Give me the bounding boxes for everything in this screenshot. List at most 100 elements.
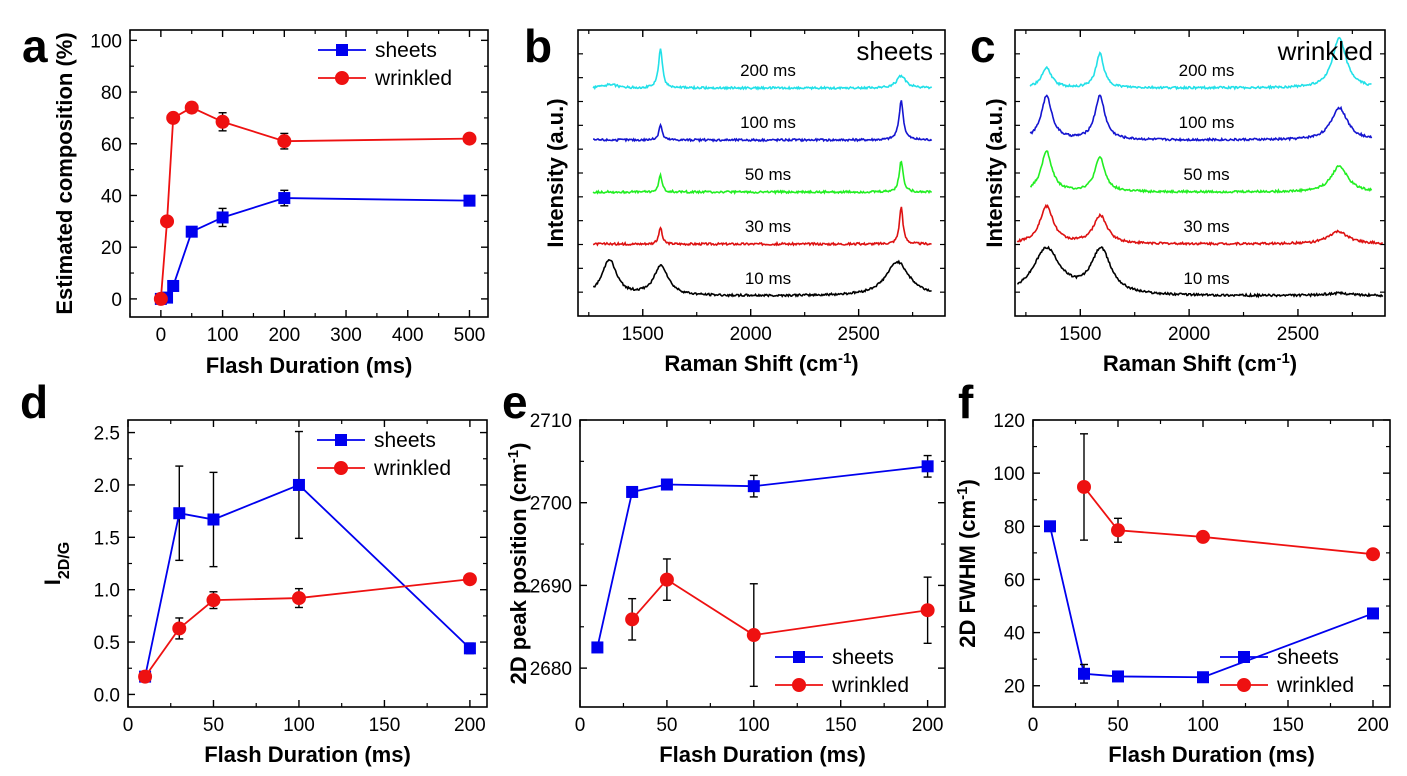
data-point-sheets <box>167 279 180 292</box>
series-line-sheets <box>596 465 928 648</box>
x-tick-label: 300 <box>330 325 362 346</box>
data-point-sheets <box>185 225 198 238</box>
spectrum-100-ms <box>1029 94 1373 143</box>
y-axis-label: Intensity (a.u.) <box>543 98 568 247</box>
x-tick-label: 0 <box>1028 715 1039 736</box>
data-point-sheets <box>173 507 186 520</box>
spectrum-label: 100 ms <box>1179 113 1235 132</box>
panel-corner-label: sheets <box>856 36 933 66</box>
y-tick-label: 2700 <box>530 494 572 515</box>
x-tick-label: 0 <box>156 325 167 346</box>
x-tick-label: 150 <box>369 715 401 736</box>
panel-letter: c <box>970 20 996 72</box>
data-point-wrinkled <box>1111 523 1125 538</box>
y-tick-label: 1.5 <box>94 528 120 549</box>
data-point-wrinkled <box>160 214 175 229</box>
panel-c: 1500 2000 2500 200 ms 100 ms 50 ms 30 ms 10 ms w… <box>970 20 1386 377</box>
panel-b: 1500 2000 2500 200 ms 100 ms 50 ms 30 ms 10 ms s… <box>524 20 946 377</box>
x-tick-label: 50 <box>203 715 224 736</box>
data-point-wrinkled <box>462 572 477 587</box>
spectrum-100-ms <box>593 100 933 143</box>
data-point-wrinkled <box>1077 479 1091 494</box>
y-tick-label: 40 <box>1004 624 1025 645</box>
y-tick-label: 0.0 <box>94 685 120 706</box>
data-point-wrinkled <box>138 669 153 684</box>
y-axis-label: Intensity (a.u.) <box>982 98 1007 247</box>
legend-label-wrinkled: wrinkled <box>831 674 909 697</box>
series-line-wrinkled <box>144 578 471 678</box>
spectrum-30-ms <box>592 206 932 247</box>
x-tick-label: 50 <box>1107 715 1128 736</box>
legend-label-wrinkled: wrinkled <box>374 67 452 90</box>
x-tick-label: 100 <box>738 715 770 736</box>
series-line-sheets <box>144 483 471 677</box>
spectrum-200-ms <box>592 48 933 91</box>
x-axis-label: Raman Shift (cm-1) <box>1103 350 1297 377</box>
x-tick-label: 1500 <box>622 324 664 345</box>
y-tick-label: 2680 <box>530 659 572 680</box>
panel-letter: b <box>524 20 552 72</box>
panel-f: 0 50 100 150 200 20 40 60 80 100 120 sheets wrinkled… <box>954 376 1391 767</box>
x-tick-label: 2000 <box>1168 324 1210 345</box>
panel-d: 0 50 100 150 200 0.0 0.5 1.0 1.5 2.0 2.5 sheets wrin… <box>20 376 488 767</box>
panel-letter: e <box>502 376 528 428</box>
legend-label-sheets: sheets <box>1277 646 1339 669</box>
x-tick-label: 500 <box>454 325 486 346</box>
x-axis-label: Flash Duration (ms) <box>204 742 411 767</box>
legend-marker-sheets <box>335 434 347 446</box>
data-point-sheets <box>660 478 673 491</box>
y-axis-label: 2D peak position (cm-1) <box>505 443 532 685</box>
y-tick-label: 100 <box>993 464 1025 485</box>
data-point-sheets <box>1044 520 1056 533</box>
data-point-sheets <box>278 192 291 205</box>
spectrum-label: 50 ms <box>745 165 791 184</box>
legend-marker-wrinkled <box>792 678 806 692</box>
data-point-sheets <box>747 480 760 493</box>
spectrum-label: 50 ms <box>1183 165 1229 184</box>
data-point-wrinkled <box>659 572 674 587</box>
legend-label-wrinkled: wrinkled <box>1276 674 1354 697</box>
x-axis-label: Raman Shift (cm-1) <box>664 350 858 377</box>
x-axis-label: Flash Duration (ms) <box>659 742 866 767</box>
panel-corner-label: wrinkled <box>1277 36 1373 66</box>
data-point-wrinkled <box>1366 547 1380 562</box>
legend-marker-sheets <box>793 651 805 663</box>
spectrum-30-ms <box>1016 203 1383 247</box>
data-point-wrinkled <box>1196 529 1210 544</box>
x-tick-label: 50 <box>656 715 677 736</box>
y-tick-label: 20 <box>1004 677 1025 698</box>
data-point-sheets <box>463 642 476 655</box>
y-tick-label: 0 <box>111 290 122 311</box>
plot-frame <box>579 419 946 708</box>
legend-marker-wrinkled <box>334 461 348 475</box>
spectrum-label: 10 ms <box>745 269 791 288</box>
data-point-wrinkled <box>166 110 181 125</box>
x-tick-label: 2500 <box>838 324 880 345</box>
y-axis-label: Estimated composition (%) <box>52 32 77 314</box>
data-point-wrinkled <box>215 114 230 129</box>
data-point-sheets <box>1197 671 1209 684</box>
data-point-sheets <box>626 485 639 498</box>
legend-marker-sheets <box>336 44 348 56</box>
data-point-wrinkled <box>625 612 640 627</box>
series-line-wrinkled <box>631 578 928 636</box>
data-point-wrinkled <box>206 593 221 608</box>
x-tick-label: 1500 <box>1059 324 1101 345</box>
spectrum-label: 30 ms <box>745 217 791 236</box>
data-point-sheets <box>921 460 934 473</box>
panel-e: 0 50 100 150 200 2680 2690 2700 2710 sheets wrinkl… <box>502 376 946 767</box>
panel-a: 0 100 200 300 400 500 0 20 40 60 80 100 sheets wrinkl… <box>22 20 489 378</box>
spectrum-10-ms <box>1017 245 1384 299</box>
y-tick-label: 40 <box>101 186 122 207</box>
legend-label-sheets: sheets <box>374 429 436 452</box>
panel-letter: d <box>20 376 48 428</box>
y-tick-label: 80 <box>101 83 122 104</box>
data-point-wrinkled <box>153 291 168 306</box>
y-tick-label: 2.0 <box>94 476 120 497</box>
series-line-sheets <box>160 197 470 300</box>
x-tick-label: 150 <box>825 715 857 736</box>
x-tick-label: 0 <box>123 715 134 736</box>
legend-marker-wrinkled <box>335 71 349 85</box>
x-tick-label: 200 <box>454 715 486 736</box>
